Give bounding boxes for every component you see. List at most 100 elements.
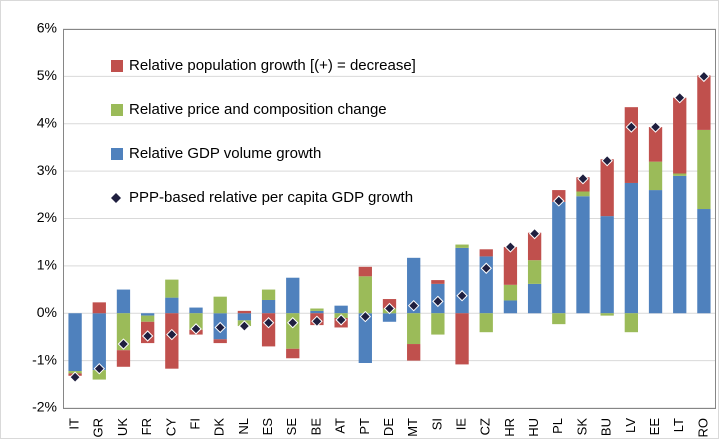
bar-segment (503, 246, 518, 285)
x-tick-label: IT (67, 418, 82, 430)
bar-segment (503, 284, 518, 301)
bar-segment (165, 297, 179, 314)
bar-segment (92, 313, 106, 371)
bar-segment (576, 191, 590, 197)
x-tick-label: PT (357, 418, 372, 435)
bar-segment (407, 313, 421, 345)
marker-point (190, 323, 202, 335)
y-tick-label: 2% (37, 209, 57, 225)
bar-segment (286, 277, 300, 314)
bar-segment (237, 310, 252, 314)
y-tick-label: 3% (37, 162, 57, 178)
x-tick-label: PL (550, 418, 565, 434)
x-tick-label: LV (623, 418, 638, 433)
bar-segment (576, 196, 590, 314)
y-tick-label: 1% (37, 257, 57, 273)
bar-segment (673, 173, 687, 176)
bar-segment (165, 279, 179, 298)
marker-point (553, 195, 565, 207)
legend-symbol (111, 60, 123, 72)
x-tick-label: BE (308, 418, 323, 436)
x-tick-label: DK (212, 418, 227, 436)
x-tick-label: AT (333, 418, 348, 434)
bar-segment (165, 313, 179, 369)
legend-symbol (111, 193, 121, 203)
marker-point (456, 290, 468, 302)
marker-point (407, 299, 420, 312)
x-tick-label: HR (502, 418, 517, 437)
bar-segment (431, 313, 445, 335)
bar-segment (382, 313, 397, 322)
x-tick-label: HU (526, 418, 541, 437)
bar-segment (648, 161, 663, 191)
marker-point (359, 310, 372, 323)
bar-segment (92, 370, 106, 380)
bar-segment (455, 247, 469, 314)
marker-point (698, 70, 710, 83)
bar-segment (479, 313, 493, 333)
x-tick-label: NL (236, 418, 251, 435)
bar-segment (697, 129, 711, 210)
legend-symbol (111, 148, 123, 160)
bar-segment (92, 302, 106, 314)
bar-segment (527, 232, 542, 261)
marker-point (166, 328, 178, 341)
x-tick-label: FR (139, 418, 154, 435)
x-tick-label: IE (453, 418, 468, 431)
marker-point (335, 314, 347, 326)
marker-point (674, 91, 686, 104)
legend-label: Relative population growth [(+) = decrea… (129, 57, 416, 74)
marker-point (311, 315, 323, 328)
marker-point (93, 362, 105, 375)
x-tick-label: ES (260, 418, 275, 436)
bar-segment (116, 313, 131, 351)
marker-point (69, 371, 81, 383)
bar-segment (697, 209, 711, 314)
y-tick-label: -2% (32, 399, 57, 415)
bar-segment (648, 190, 663, 314)
bar-segment (310, 308, 324, 311)
bar-segment (237, 313, 252, 321)
marker-point (601, 154, 613, 167)
bar-segment (624, 107, 639, 183)
y-tick-label: 6% (37, 20, 57, 36)
bar-segment (213, 296, 227, 314)
marker-point (432, 295, 444, 308)
bar-segment (261, 299, 276, 314)
x-tick-label: EE (647, 418, 662, 436)
x-tick-label: SE (284, 418, 299, 436)
bar-segment (527, 283, 542, 314)
marker-point (262, 317, 275, 329)
bar-segment (189, 313, 203, 330)
bar-segment (455, 244, 469, 248)
x-tick-label: BU (599, 418, 614, 436)
bar-segment (552, 201, 566, 314)
x-tick-label: SK (574, 418, 589, 436)
marker-point (383, 302, 396, 315)
marker-point (528, 227, 541, 240)
y-tick-label: 4% (37, 114, 57, 130)
x-tick-label: FI (187, 418, 202, 430)
marker-point (287, 317, 299, 329)
x-tick-label: CZ (478, 418, 493, 435)
y-tick-label: 0% (37, 304, 57, 320)
bar-segment (648, 127, 663, 162)
bar-segment (358, 276, 372, 314)
bar-segment (552, 313, 566, 325)
legend-label: PPP-based relative per capita GDP growth (129, 189, 413, 206)
bar-segment (116, 350, 131, 367)
legend-label: Relative GDP volume growth (129, 145, 321, 162)
bar-segment (407, 257, 421, 314)
bar-segment (600, 313, 614, 316)
bar-segment (261, 289, 276, 300)
bar-segment (334, 305, 348, 314)
bar-segment (68, 313, 82, 372)
y-tick-label: -1% (32, 351, 57, 367)
marker-point (577, 172, 589, 185)
x-tick-label: MT (405, 418, 420, 437)
marker-point (480, 262, 492, 274)
x-tick-label: CY (163, 418, 178, 436)
marker-point (504, 241, 517, 253)
bar-segment (286, 348, 300, 359)
